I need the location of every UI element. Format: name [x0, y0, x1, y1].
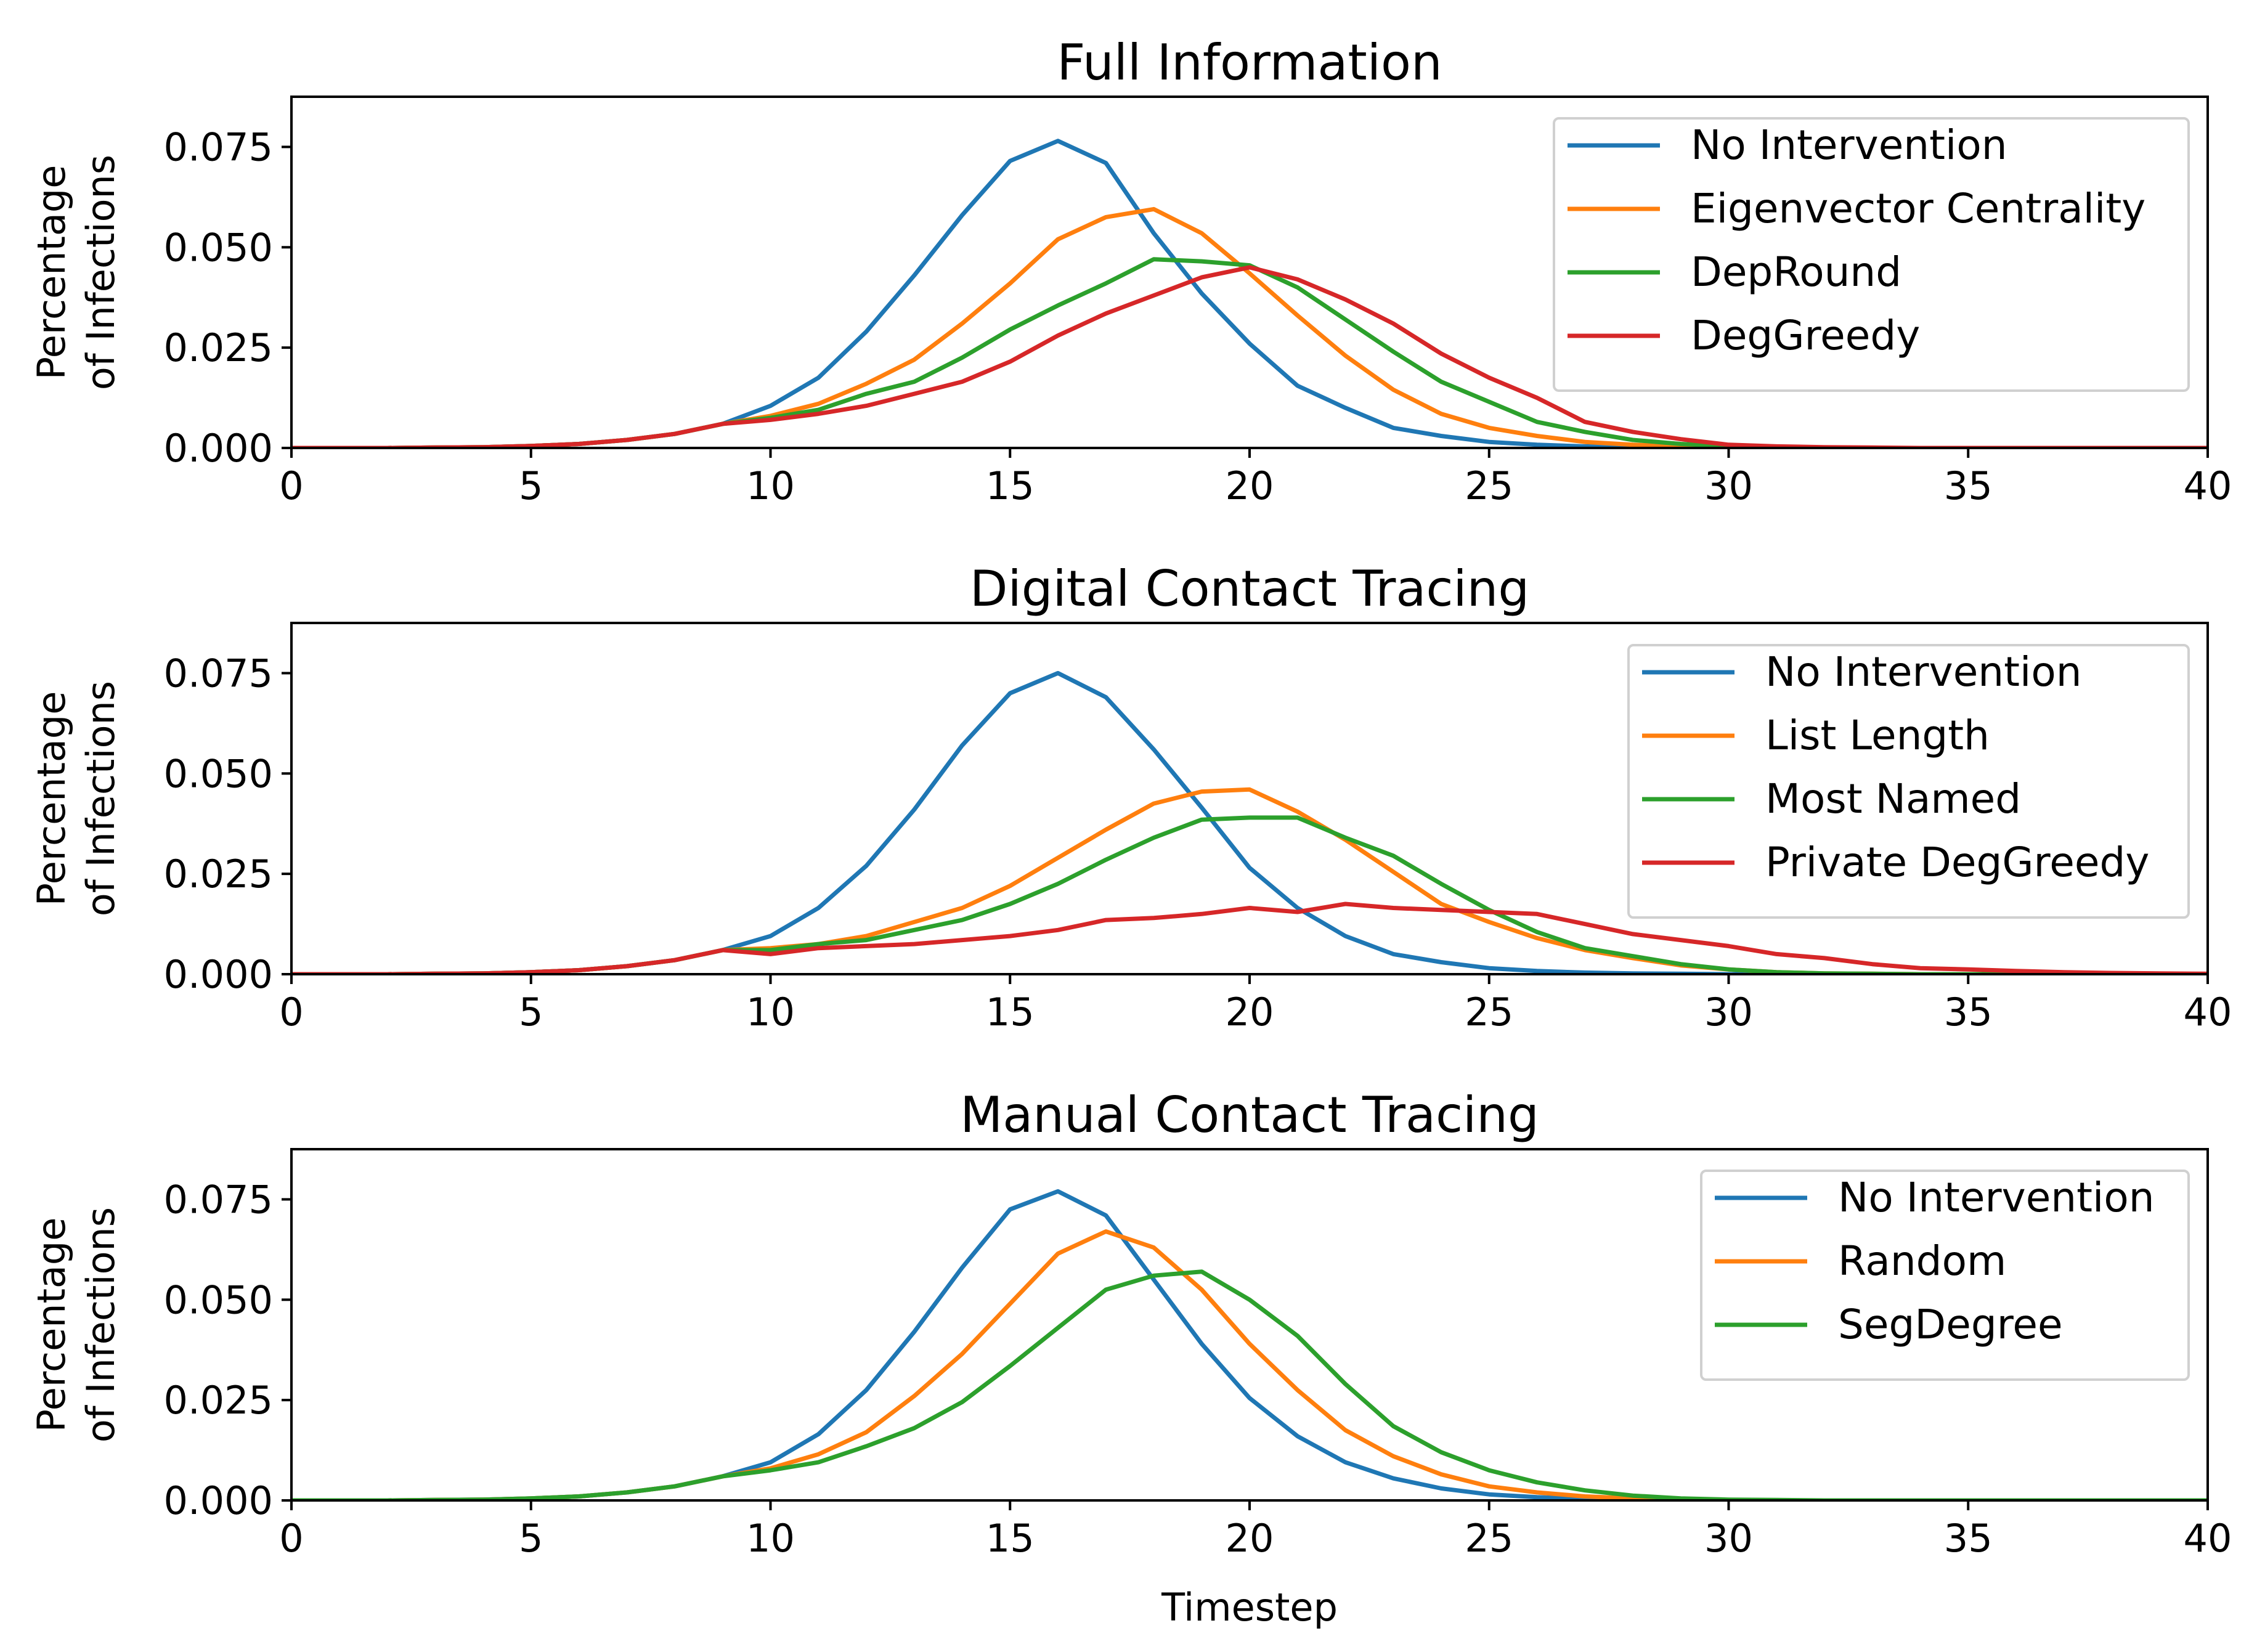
y-tick-label: 0.075 [164, 651, 274, 696]
y-tick-label: 0.025 [164, 852, 274, 897]
y-tick-label: 0.075 [164, 1177, 274, 1222]
subplot-title: Full Information [1057, 34, 1442, 91]
y-tick-label: 0.050 [164, 225, 274, 270]
y-tick-label: 0.050 [164, 751, 274, 796]
y-axis-label: Percentage of Infections [29, 155, 123, 390]
y-axis-label-line1: Percentage [29, 165, 74, 380]
y-tick-label: 0.075 [164, 124, 274, 169]
x-tick-label: 30 [1704, 990, 1753, 1035]
x-tick-label: 25 [1465, 463, 1513, 508]
x-tick-label: 10 [746, 463, 795, 508]
subplot-title: Digital Contact Tracing [970, 560, 1529, 617]
series-line-3 [291, 1269, 2208, 1500]
legend-entry-label: Most Named [1765, 775, 2021, 823]
x-tick-label: 5 [519, 990, 543, 1035]
legend-box [1627, 644, 2190, 919]
series-line-4 [291, 901, 2208, 974]
x-tick-label: 10 [746, 990, 795, 1035]
y-axis-label-line2: of Infections [78, 155, 123, 390]
x-tick-label: 40 [2184, 1516, 2232, 1561]
legend-entry-label: DegGreedy [1691, 312, 1920, 359]
y-tick-label: 0.025 [164, 325, 274, 370]
x-tick-label: 20 [1226, 1516, 1274, 1561]
x-tick-label: 40 [2184, 990, 2232, 1035]
y-tick-label: 0.025 [164, 1378, 274, 1423]
legend: No Intervention Random SegDegree [1700, 1170, 2190, 1381]
legend: No Intervention List Length Most Named Priv… [1627, 644, 2190, 919]
y-axis-label-line2: of Infections [78, 681, 123, 916]
x-tick-label: 30 [1704, 463, 1753, 508]
legend-entry-label: DepRound [1691, 248, 1901, 296]
y-axis-label-line1: Percentage [29, 1218, 74, 1433]
x-tick-label: 20 [1226, 463, 1274, 508]
x-tick-label: 15 [986, 463, 1035, 508]
y-axis-label: Percentage of Infections [29, 681, 123, 916]
y-tick-label: 0.050 [164, 1277, 274, 1322]
x-tick-label: 20 [1226, 990, 1274, 1035]
subplot-1: Full Information Percentage of Infections 0… [29, 34, 2232, 508]
subplot-3: Manual Contact Tracing Percentage of Infec… [29, 1086, 2232, 1561]
x-tick-label: 5 [519, 1516, 543, 1561]
x-tick-label: 35 [1944, 1516, 1993, 1561]
x-tick-label: 10 [746, 1516, 795, 1561]
legend-entry-label: No Intervention [1838, 1174, 2155, 1221]
x-tick-label: 35 [1944, 990, 1993, 1035]
legend-box [1553, 117, 2190, 392]
subplot-2: Digital Contact Tracing Percentage of Infe… [29, 560, 2232, 1035]
x-tick-label: 25 [1465, 990, 1513, 1035]
legend-entry-label: List Length [1765, 712, 1990, 759]
x-tick-label: 15 [986, 1516, 1035, 1561]
legend: No Intervention Eigenvector Centrality Dep… [1553, 117, 2190, 392]
legend-entry-label: Random [1838, 1237, 2006, 1285]
legend-entry-label: Eigenvector Centrality [1691, 185, 2145, 232]
x-tick-label: 35 [1944, 463, 1993, 508]
y-tick-label: 0.000 [164, 952, 274, 997]
series-group [291, 1189, 2208, 1500]
y-axis-label-line2: of Infections [78, 1207, 123, 1442]
legend-entry-label: No Intervention [1765, 648, 2082, 696]
x-tick-label: 0 [279, 463, 303, 508]
x-axis-label: Timestep [1161, 1585, 1338, 1630]
legend-entry-label: SegDegree [1838, 1301, 2063, 1348]
x-tick-label: 15 [986, 990, 1035, 1035]
legend-entry-label: Private DegGreedy [1765, 839, 2149, 886]
x-tick-label: 30 [1704, 1516, 1753, 1561]
y-axis-label: Percentage of Infections [29, 1207, 123, 1442]
y-tick-label: 0.000 [164, 426, 274, 471]
y-axis-label-line1: Percentage [29, 691, 74, 906]
x-tick-label: 0 [279, 990, 303, 1035]
x-tick-label: 25 [1465, 1516, 1513, 1561]
x-tick-label: 40 [2184, 463, 2232, 508]
x-tick-label: 0 [279, 1516, 303, 1561]
x-tick-label: 5 [519, 463, 543, 508]
legend-box [1700, 1170, 2190, 1381]
legend-entry-label: No Intervention [1691, 121, 2007, 169]
y-tick-label: 0.000 [164, 1478, 274, 1523]
subplot-title: Manual Contact Tracing [960, 1086, 1539, 1144]
